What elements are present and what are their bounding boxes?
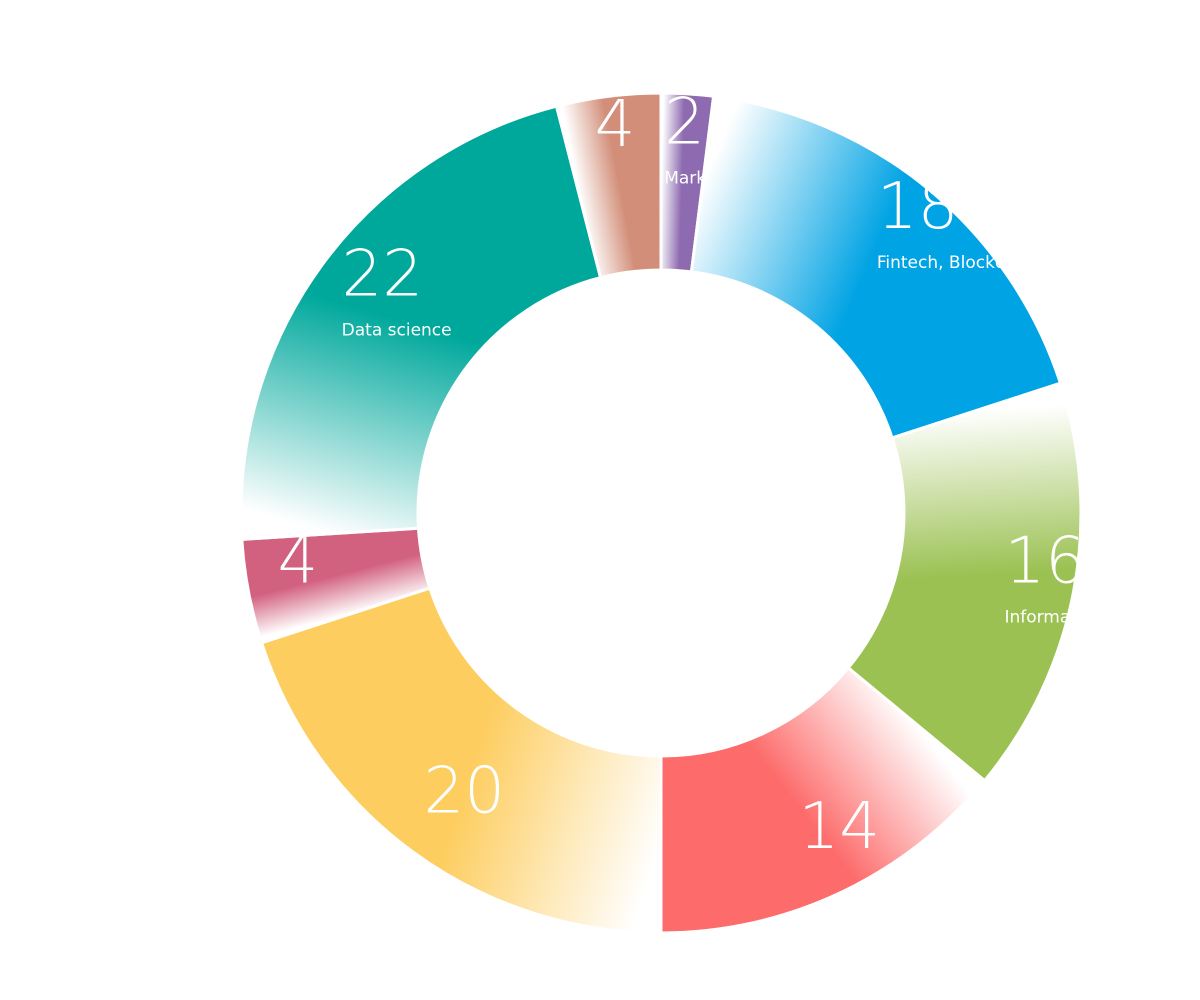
donut-segment <box>259 586 663 935</box>
donut-segment <box>846 381 1083 783</box>
value-label: 18 <box>877 170 958 244</box>
value-label: 22 <box>342 238 423 312</box>
value-label: 4 <box>595 88 636 162</box>
donut-segment <box>554 91 663 280</box>
category-label: Fintech, Blockchain <box>877 253 1041 273</box>
donut-segment <box>659 665 987 935</box>
value-label: 14 <box>799 790 880 864</box>
donut-segment <box>239 104 603 541</box>
value-label: 20 <box>424 754 505 828</box>
value-label: 2 <box>664 86 705 160</box>
value-label: 16 <box>1004 524 1085 598</box>
donut-segment <box>689 94 1063 440</box>
category-label: Data science <box>342 321 452 341</box>
category-label: Information technology <box>1004 607 1200 627</box>
